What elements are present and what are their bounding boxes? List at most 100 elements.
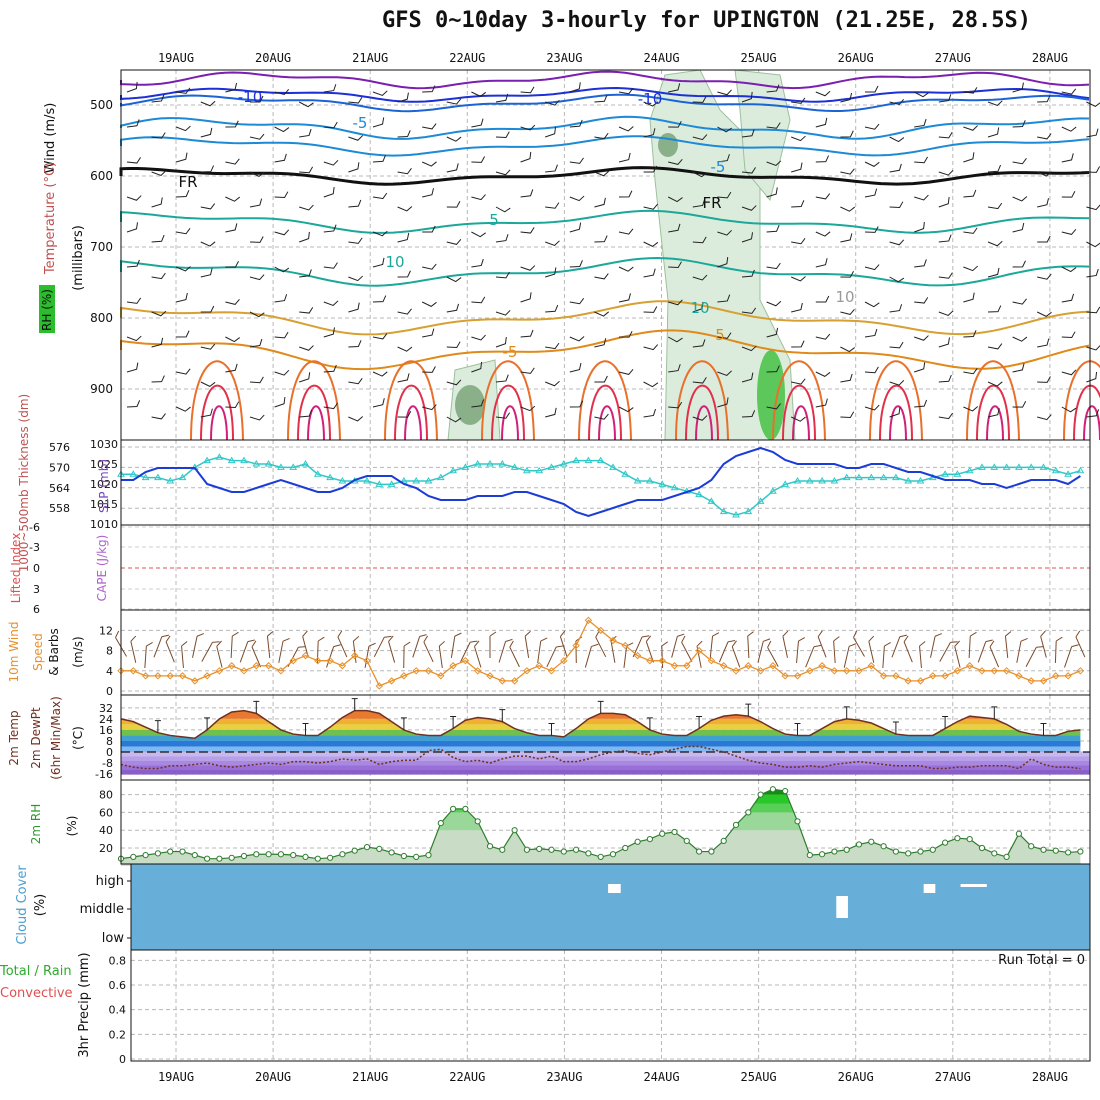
wind-barb: [668, 401, 683, 409]
wind-barb: [594, 235, 608, 243]
temp-minmax-marker: [253, 700, 260, 714]
wind-barb: [618, 266, 634, 272]
wind-barb: [422, 366, 436, 373]
temp-band: [121, 735, 1081, 741]
wind-barb: [1037, 95, 1051, 103]
temperature-contour: [120, 329, 1090, 371]
wind-barb: [397, 308, 412, 315]
wind-barb: [299, 166, 314, 174]
wind-barb: [717, 397, 729, 408]
wind-barb: [815, 90, 831, 97]
contour-label: -10: [238, 88, 263, 106]
rh-point: [1065, 849, 1072, 856]
wind-barb: [545, 304, 559, 313]
rh-point: [892, 848, 900, 855]
wind-label: 10m Wind: [7, 622, 21, 683]
wind-barb: [864, 188, 878, 198]
thickness-point: [264, 460, 273, 467]
wind-speed-point: [363, 656, 371, 665]
slp-tick: 1015: [90, 498, 118, 511]
wind10m-barb: [731, 640, 741, 668]
wind-barb: [938, 169, 954, 176]
wind-barb: [225, 120, 239, 128]
wind-barb: [471, 361, 483, 373]
wind-barb: [446, 200, 461, 208]
wind-speed-point: [264, 662, 273, 670]
wind-barb: [618, 293, 631, 303]
wind-barb: [741, 410, 756, 418]
wind-speed-point: [1039, 677, 1048, 685]
temperature-contour: [695, 405, 713, 441]
rh-band: [121, 803, 1081, 813]
date-label-bottom: 24AUG: [643, 1070, 679, 1084]
thickness-point: [707, 497, 716, 504]
precip-tick: 0.8: [109, 954, 127, 967]
thickness-point: [412, 477, 421, 484]
wind10m-barb: [868, 635, 875, 663]
rh-point: [425, 852, 432, 859]
cloud-cover-label: Cloud Cover: [15, 865, 30, 945]
wind-barb: [864, 123, 880, 130]
wind-barb: [176, 330, 190, 338]
wind-barb: [323, 121, 338, 129]
rh-point: [806, 852, 813, 859]
wind-barb: [372, 117, 385, 128]
wind10m-barb: [584, 643, 599, 668]
rh-point: [413, 853, 420, 861]
temp-label: 2m Temp: [7, 710, 21, 765]
wind-speed-point: [867, 662, 876, 670]
wind-barb: [200, 165, 215, 173]
temp-tick: 0: [106, 746, 113, 759]
rh-point: [1015, 830, 1023, 837]
temp-minmax-marker: [351, 698, 358, 711]
wind-speed-point: [683, 662, 691, 670]
temp-bands: [121, 710, 1081, 752]
wind-barb: [889, 407, 901, 418]
date-label-top: 20AUG: [255, 51, 291, 65]
wind-barb: [766, 327, 779, 338]
thickness-point: [301, 460, 310, 467]
pressure-tick: 600: [90, 169, 113, 183]
thickness-point: [658, 480, 667, 487]
date-label-bottom: 19AUG: [158, 1070, 194, 1084]
temperature-contour: [578, 360, 632, 441]
rh-point: [314, 855, 321, 862]
wind-speed-point: [769, 662, 777, 670]
wind10m-barb: [230, 631, 239, 659]
wind-barb: [1037, 198, 1050, 208]
wind10m-barb: [239, 639, 255, 663]
wind-barb: [692, 198, 706, 208]
wind-barb: [176, 292, 188, 303]
wind10m-barb: [930, 633, 942, 658]
wind-barb: [520, 86, 535, 94]
wind-barb: [741, 232, 754, 243]
below-zero-band: [121, 756, 1090, 762]
wind-barb: [766, 160, 782, 166]
wind10m-barb: [939, 641, 958, 662]
wind10m-barb: [882, 642, 891, 669]
temperature-contour: [501, 405, 519, 441]
wind-barb: [397, 410, 412, 418]
temperature-contour: [120, 115, 1090, 140]
wind10m-barb: [1016, 637, 1028, 663]
thickness-axis-label: 1000~500mb Thickness (dm): [17, 394, 31, 572]
wind-barb: [963, 227, 978, 234]
wind-barb: [176, 125, 191, 132]
temp-minmax-marker: [400, 717, 407, 730]
wind-barb: [938, 412, 953, 420]
rh-point: [745, 809, 752, 816]
wind-barb: [963, 87, 978, 94]
wind-barb: [1086, 268, 1099, 278]
wind-barb: [323, 159, 339, 166]
wind-barb: [446, 379, 462, 386]
wind-speed-point: [609, 636, 617, 645]
wind10m-barb: [919, 641, 926, 669]
wind10m-barb: [718, 640, 736, 663]
wind-barb: [323, 364, 337, 373]
wind-speed-point: [596, 626, 605, 635]
rh-point: [659, 830, 666, 837]
wind-barb: [815, 333, 831, 340]
wind-barb: [618, 190, 633, 198]
wind-barb: [717, 126, 732, 133]
wind-speed-point: [437, 672, 445, 680]
